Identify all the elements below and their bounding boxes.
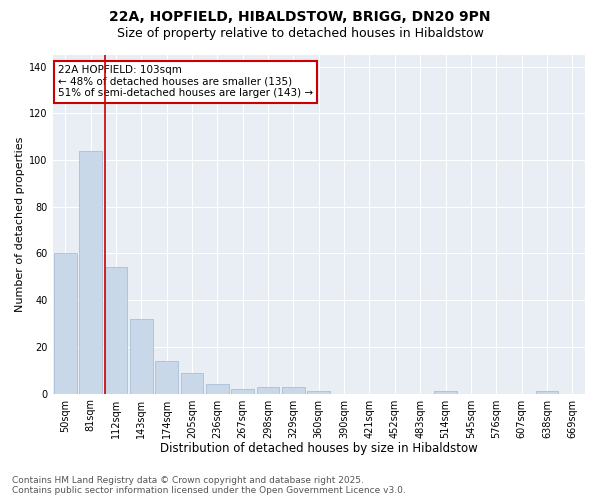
Text: Contains HM Land Registry data © Crown copyright and database right 2025.
Contai: Contains HM Land Registry data © Crown c… <box>12 476 406 495</box>
Bar <box>79 150 102 394</box>
X-axis label: Distribution of detached houses by size in Hibaldstow: Distribution of detached houses by size … <box>160 442 478 455</box>
Text: 22A, HOPFIELD, HIBALDSTOW, BRIGG, DN20 9PN: 22A, HOPFIELD, HIBALDSTOW, BRIGG, DN20 9… <box>109 10 491 24</box>
Bar <box>181 372 203 394</box>
Bar <box>54 254 77 394</box>
Bar <box>231 389 254 394</box>
Bar <box>257 386 280 394</box>
Bar <box>104 268 127 394</box>
Text: 22A HOPFIELD: 103sqm
← 48% of detached houses are smaller (135)
51% of semi-deta: 22A HOPFIELD: 103sqm ← 48% of detached h… <box>58 65 313 98</box>
Bar <box>307 392 330 394</box>
Bar <box>206 384 229 394</box>
Bar <box>130 319 152 394</box>
Bar <box>536 392 559 394</box>
Y-axis label: Number of detached properties: Number of detached properties <box>15 136 25 312</box>
Text: Size of property relative to detached houses in Hibaldstow: Size of property relative to detached ho… <box>116 28 484 40</box>
Bar <box>155 361 178 394</box>
Bar <box>282 386 305 394</box>
Bar <box>434 392 457 394</box>
